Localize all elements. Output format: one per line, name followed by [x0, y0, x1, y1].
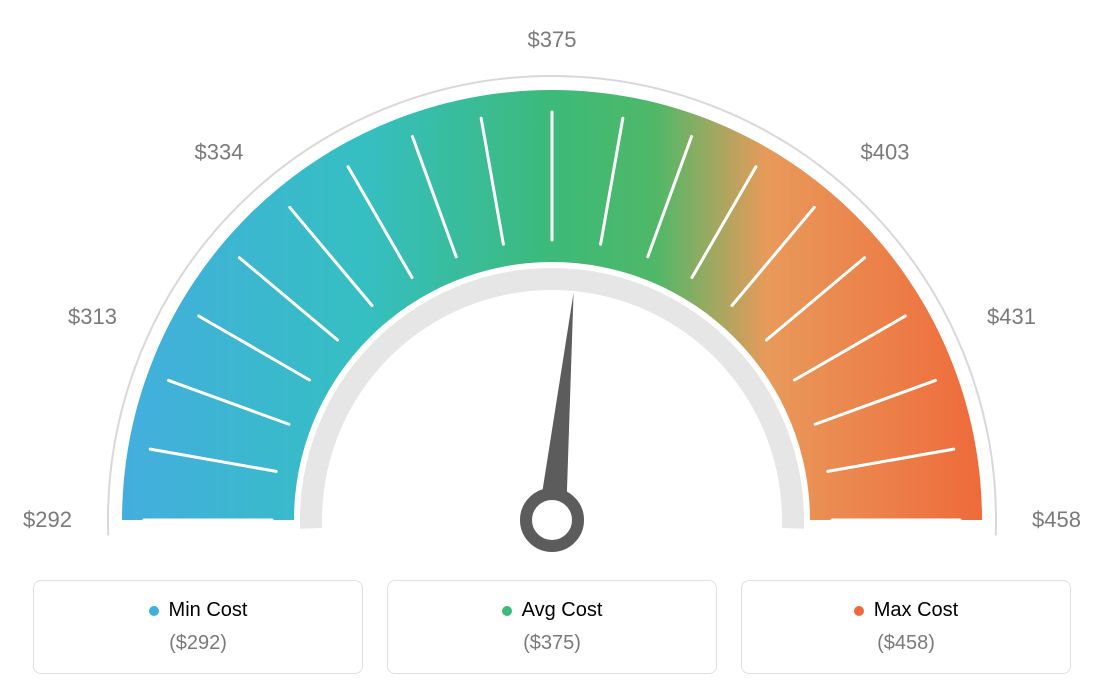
legend-value-avg: ($375) — [398, 632, 706, 655]
cost-gauge-chart: $292 $313 $334 $375 $403 $431 $458 Min Cost ($… — [20, 20, 1084, 674]
gauge-svg-container: $292 $313 $334 $375 $403 $431 $458 — [20, 20, 1084, 560]
legend-value-max: ($458) — [752, 632, 1060, 655]
legend-label-avg: Avg Cost — [522, 599, 603, 622]
legend-title-avg: Avg Cost — [502, 599, 603, 622]
legend-dot-avg — [502, 606, 512, 616]
svg-text:$431: $431 — [987, 304, 1036, 329]
svg-text:$292: $292 — [23, 507, 72, 532]
svg-text:$313: $313 — [68, 304, 117, 329]
legend-card-max: Max Cost ($458) — [741, 580, 1071, 674]
svg-text:$403: $403 — [861, 139, 910, 164]
legend-title-min: Min Cost — [149, 599, 248, 622]
legend-value-min: ($292) — [44, 632, 352, 655]
legend-dot-max — [854, 606, 864, 616]
legend-dot-min — [149, 606, 159, 616]
legend-label-min: Min Cost — [169, 599, 248, 622]
legend-card-avg: Avg Cost ($375) — [387, 580, 717, 674]
svg-text:$334: $334 — [195, 139, 244, 164]
svg-text:$458: $458 — [1032, 507, 1081, 532]
legend-card-min: Min Cost ($292) — [33, 580, 363, 674]
legend-title-max: Max Cost — [854, 599, 958, 622]
legend-label-max: Max Cost — [874, 599, 958, 622]
legend-row: Min Cost ($292) Avg Cost ($375) Max Cost… — [20, 580, 1084, 674]
gauge-svg: $292 $313 $334 $375 $403 $431 $458 — [20, 20, 1084, 560]
svg-text:$375: $375 — [528, 27, 577, 52]
